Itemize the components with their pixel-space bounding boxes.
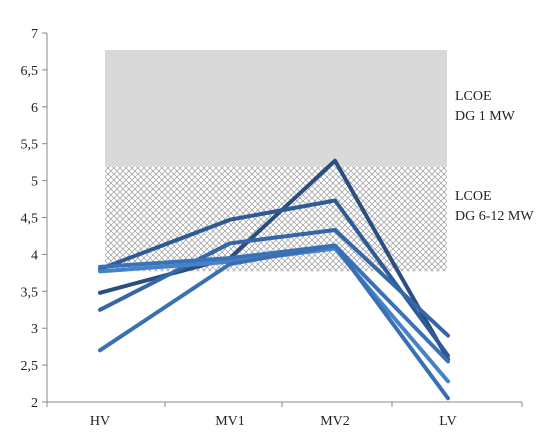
band-layer xyxy=(105,49,447,272)
y-tick-label: 5 xyxy=(31,175,38,190)
y-tick-label: 6,5 xyxy=(21,64,39,79)
band-label-dg1: LCOE DG 1 MW xyxy=(455,89,516,124)
band-label-dg1-line1: LCOE xyxy=(455,89,492,104)
band-label-dg6-12: LCOE DG 6-12 MW xyxy=(455,189,534,224)
y-tick-label: 3 xyxy=(31,322,38,337)
x-tick-label: HV xyxy=(90,414,110,429)
y-tick-label: 5,5 xyxy=(21,138,39,153)
band-label-dg6-12-line1: LCOE xyxy=(455,189,492,204)
series-line-2 xyxy=(98,198,450,358)
y-tick-label: 4 xyxy=(31,248,38,263)
series-lines xyxy=(98,158,450,401)
y-tick-label: 6 xyxy=(31,101,38,116)
y-tick-label: 7 xyxy=(31,27,38,42)
y-tick-label: 3,5 xyxy=(21,285,39,300)
x-tick-label: MV1 xyxy=(215,414,245,429)
band-label-dg1-line2: DG 1 MW xyxy=(455,109,516,124)
series-line-4 xyxy=(98,243,450,364)
series-line-3 xyxy=(98,228,450,338)
x-axis: HV MV1 MV2 LV xyxy=(46,402,523,429)
y-tick-label: 2 xyxy=(31,396,38,411)
band-label-dg6-12-line2: DG 6-12 MW xyxy=(455,209,534,224)
series-line-6 xyxy=(98,243,450,401)
x-tick-label: MV2 xyxy=(320,414,350,429)
y-tick-label: 4,5 xyxy=(21,212,39,227)
y-tick-label: 2,5 xyxy=(21,359,39,374)
y-axis: 2 2,5 3 3,5 4 4,5 5 5,5 6 6,5 7 xyxy=(21,27,47,411)
x-tick-label: LV xyxy=(439,414,456,429)
